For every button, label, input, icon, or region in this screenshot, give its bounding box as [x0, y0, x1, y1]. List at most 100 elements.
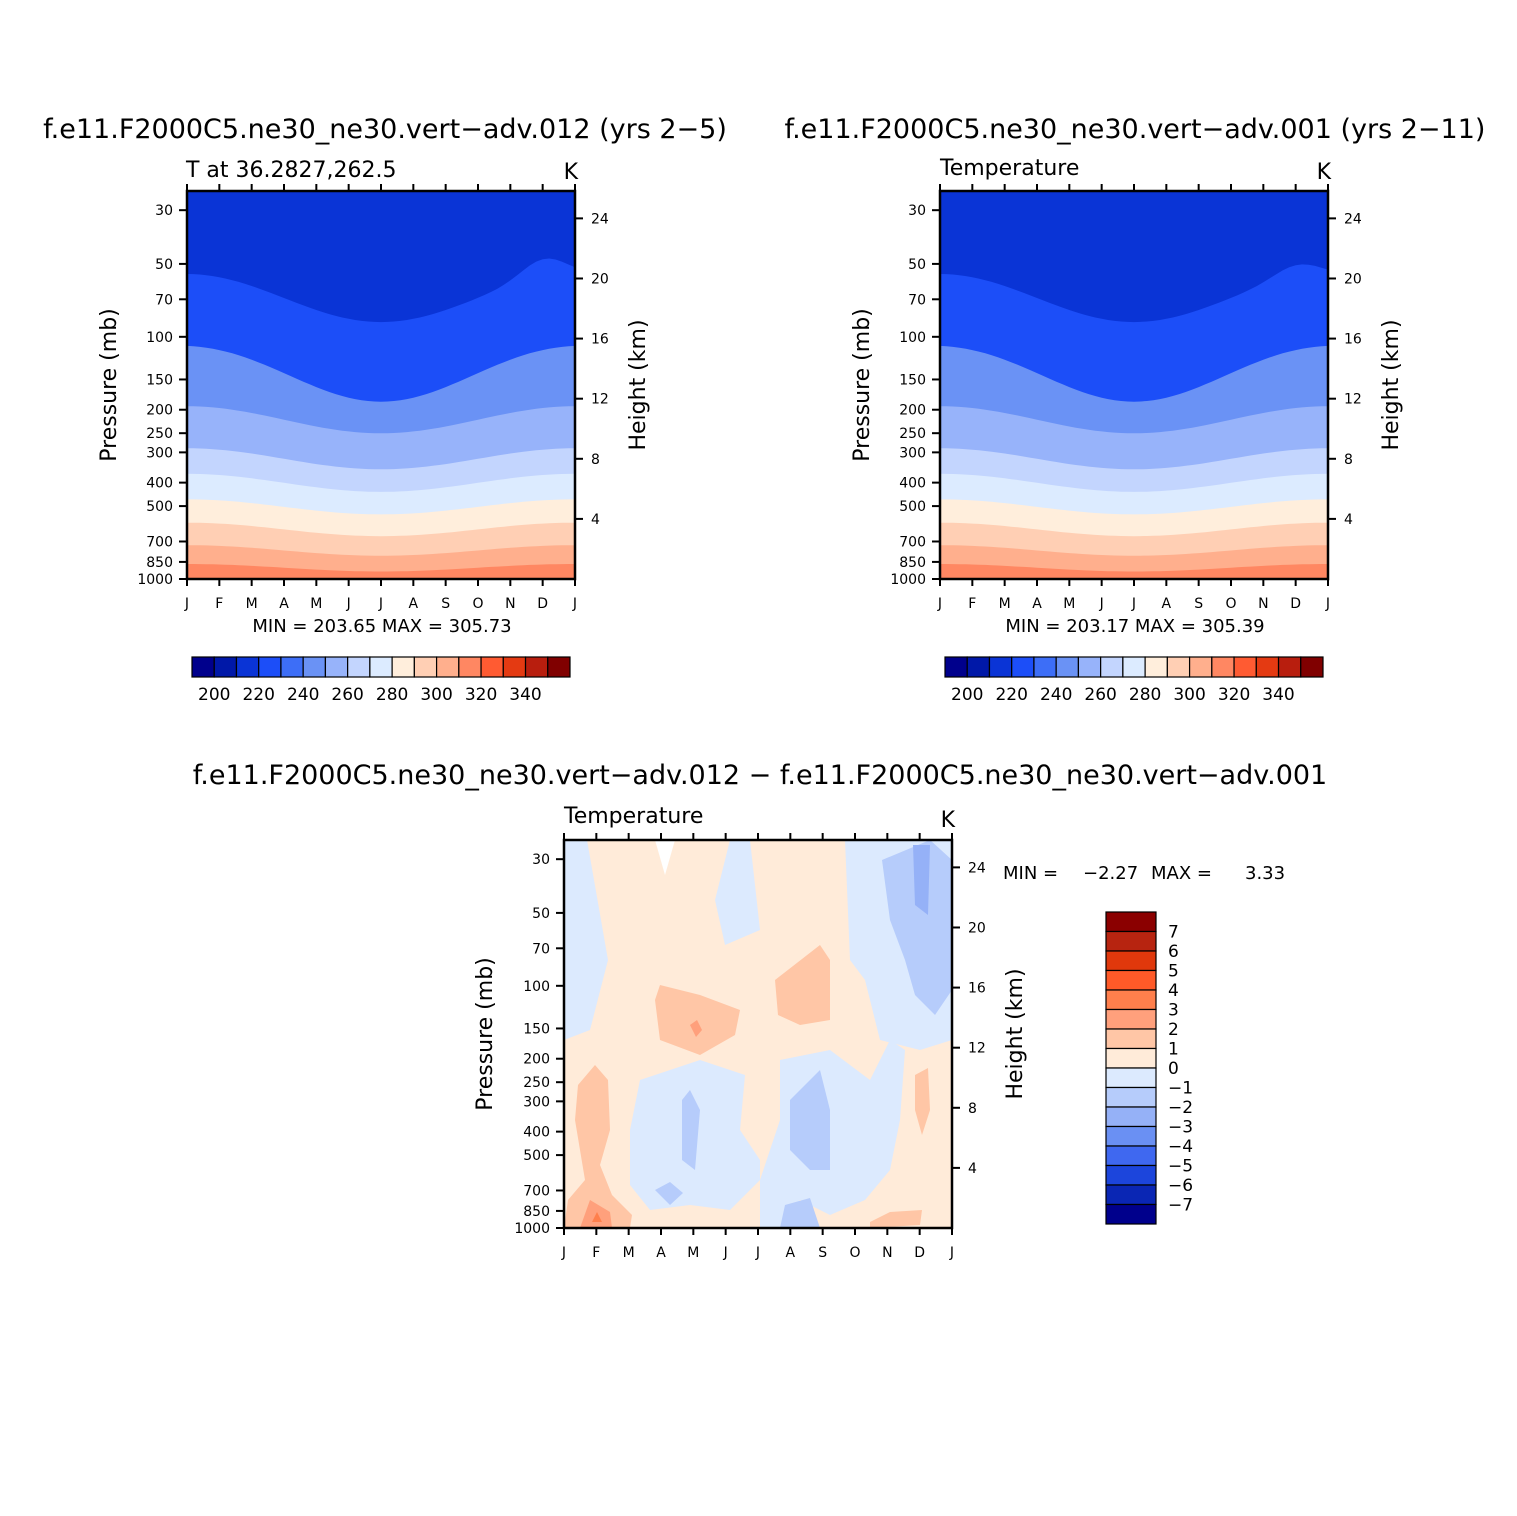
colorbar-box	[1105, 1047, 1157, 1069]
y-tick-label: 30	[908, 203, 926, 219]
x-tick-label: J	[1099, 596, 1104, 612]
x-tick-label: S	[818, 1245, 827, 1261]
y2-tick-label: 16	[1344, 332, 1362, 348]
colorbar-box	[302, 656, 327, 678]
colorbar-box	[1105, 1008, 1157, 1030]
panel-3-region-neg-mid-right	[760, 1040, 905, 1228]
panel-3-y-label: Pressure (mb)	[473, 957, 498, 1111]
y2-tick-label: 4	[591, 512, 600, 528]
colorbar-label: 6	[1168, 942, 1179, 962]
y-tick-label: 700	[523, 1183, 550, 1199]
x-tick-label: M	[623, 1245, 635, 1261]
y-tick-label: 70	[155, 292, 173, 308]
colorbar-box	[480, 656, 504, 678]
y2-tick-label: 12	[968, 1041, 986, 1057]
colorbar-label: −6	[1168, 1176, 1193, 1196]
panel-3-title: f.e11.F2000C5.ne30_ne30.vert−adv.012 − f…	[193, 760, 1328, 791]
colorbar-box	[1105, 1145, 1157, 1167]
colorbar-box	[1033, 656, 1057, 678]
y2-tick-label: 4	[968, 1161, 977, 1177]
x-tick-label: N	[1258, 596, 1268, 612]
y-tick-label: 500	[523, 1148, 550, 1164]
y-tick-label: 200	[899, 403, 926, 419]
colorbar-box	[1188, 656, 1213, 678]
x-tick-label: A	[1032, 596, 1042, 612]
y-tick-label: 100	[146, 330, 173, 346]
colorbar-label: 1	[1168, 1040, 1179, 1060]
x-tick-label: A	[1162, 596, 1172, 612]
colorbar-box	[347, 656, 371, 678]
colorbar-box	[1211, 656, 1235, 678]
panel-3-max-label: MAX =	[1151, 863, 1212, 884]
x-tick-label: A	[786, 1245, 796, 1261]
panel-3-region-pos3-C	[592, 1212, 602, 1222]
colorbar-box	[1105, 989, 1157, 1011]
panel-3-region-zero-top	[655, 840, 675, 875]
colorbar-label: 280	[1129, 685, 1161, 705]
x-tick-label: N	[505, 596, 515, 612]
x-tick-label: M	[687, 1245, 699, 1261]
colorbar-label: −3	[1168, 1118, 1193, 1138]
panel-1-colorbar: 200 220 240 260 280 300 320 340	[191, 656, 571, 705]
y-tick-label: 850	[146, 555, 173, 571]
y-tick-label: 850	[899, 555, 926, 571]
colorbar-box	[369, 656, 393, 678]
panel-3-region-neg2-topright	[882, 840, 952, 1015]
panel-2-title: f.e11.F2000C5.ne30_ne30.vert−adv.001 (yr…	[785, 114, 1486, 145]
colorbar-box	[235, 656, 260, 678]
y2-tick-label: 8	[968, 1101, 977, 1117]
colorbar-box	[1105, 1028, 1157, 1050]
colorbar-label: 5	[1168, 962, 1179, 982]
panel-3: f.e11.F2000C5.ne30_ne30.vert−adv.012 − f…	[193, 760, 1328, 1261]
panel-3-units: K	[941, 808, 956, 833]
colorbar-box	[988, 656, 1013, 678]
y-tick-label: 50	[155, 257, 173, 273]
panel-3-region-pos-E	[870, 1210, 922, 1228]
colorbar-box	[966, 656, 991, 678]
panel-2-axes: J F M A M J J A S O N D J 30 50 70 100 150 200 250 300 400 500…	[890, 184, 1362, 612]
colorbar-box	[258, 656, 282, 678]
y2-tick-label: 4	[1344, 512, 1353, 528]
colorbar-box	[1100, 656, 1124, 678]
colorbar-label: 240	[1040, 685, 1072, 705]
x-tick-label: A	[656, 1245, 666, 1261]
colorbar-box	[1105, 1203, 1157, 1225]
y2-tick-label: 20	[968, 920, 986, 936]
panel-2-y2-label: Height (km)	[1379, 319, 1404, 450]
y-tick-label: 100	[523, 979, 550, 995]
panel-3-region-neg-topleft	[564, 840, 608, 1040]
y2-tick-label: 24	[591, 211, 609, 227]
panel-3-region-neg-top	[715, 840, 760, 945]
panel-1-y-label: Pressure (mb)	[97, 308, 122, 462]
x-tick-label: D	[1290, 596, 1301, 612]
y2-tick-label: 8	[1344, 452, 1353, 468]
y2-tick-label: 12	[591, 392, 609, 408]
colorbar-box	[413, 656, 438, 678]
y-tick-label: 200	[523, 1052, 550, 1068]
y-tick-label: 500	[146, 499, 173, 515]
colorbar-box	[1105, 1086, 1157, 1108]
y2-tick-label: 8	[591, 452, 600, 468]
panel-2-contour-field	[940, 191, 1328, 579]
colorbar-box	[458, 656, 482, 678]
colorbar-box	[502, 656, 527, 678]
colorbar-label: 200	[198, 685, 230, 705]
colorbar-box	[191, 656, 215, 678]
colorbar-label: −1	[1168, 1079, 1193, 1099]
y-tick-label: 250	[523, 1075, 550, 1091]
y-tick-label: 300	[523, 1094, 550, 1110]
colorbar-box	[1105, 1125, 1157, 1147]
panel-3-max-value: 3.33	[1245, 863, 1285, 884]
colorbar-box	[1105, 969, 1157, 991]
y-tick-label: 1000	[514, 1221, 550, 1237]
x-tick-label: J	[378, 596, 383, 612]
panel-3-region-pos-C	[564, 1065, 632, 1228]
x-tick-label: S	[441, 596, 450, 612]
colorbar-box	[1105, 1106, 1157, 1128]
colorbar-box	[1105, 930, 1157, 952]
x-tick-label: F	[968, 596, 976, 612]
colorbar-label: 320	[1218, 685, 1250, 705]
panel-1-contour-field	[187, 191, 575, 579]
y-tick-label: 1000	[137, 572, 173, 588]
y-tick-label: 1000	[890, 572, 926, 588]
